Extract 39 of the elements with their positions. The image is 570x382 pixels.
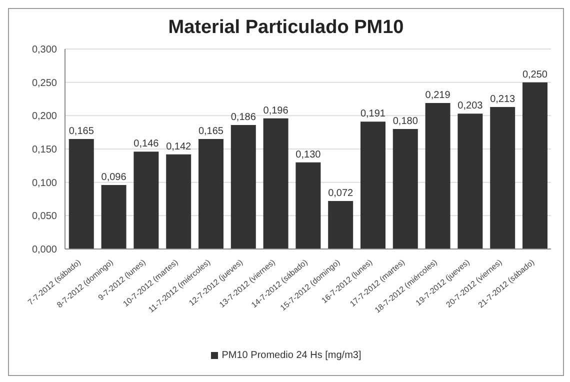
bar: [263, 118, 288, 249]
bar: [425, 103, 450, 249]
data-label: 0,250: [522, 69, 548, 80]
chart-title: Material Particulado PM10: [167, 17, 405, 39]
bar: [490, 107, 516, 249]
y-tick-label: 0,300: [32, 44, 58, 56]
data-label: 0,165: [68, 126, 94, 137]
data-label: 0,165: [198, 126, 224, 137]
data-label: 0,203: [458, 100, 484, 112]
bar: [458, 114, 483, 249]
bar: [101, 185, 126, 249]
data-label: 0,072: [328, 188, 354, 199]
legend-label: PM10 Promedio 24 Hs [mg/m3]: [220, 350, 362, 361]
y-tick-label: 0,000: [32, 244, 58, 256]
data-label: 0,142: [166, 141, 192, 152]
y-tick-label: 0,250: [32, 78, 58, 89]
data-label: 0,130: [296, 149, 322, 160]
data-label: 0,180: [392, 116, 418, 127]
bar: [134, 152, 159, 249]
bar: [522, 82, 548, 249]
bar: [328, 201, 354, 249]
y-tick-label: 0,200: [32, 111, 58, 122]
bar: [230, 125, 256, 249]
data-label: 0,146: [134, 138, 160, 150]
bar: [392, 129, 418, 249]
bar: [166, 154, 192, 249]
bar: [198, 139, 224, 249]
data-label: 0,191: [360, 108, 386, 120]
y-tick-label: 0,150: [32, 144, 58, 156]
y-tick-label: 0,100: [32, 178, 58, 189]
data-label: 0,219: [425, 90, 451, 101]
data-label: 0,186: [230, 112, 256, 123]
data-label: 0,213: [490, 94, 516, 105]
bar: [68, 139, 94, 249]
bar: [296, 162, 321, 249]
y-tick-label: 0,050: [32, 211, 58, 222]
bar: [360, 122, 386, 249]
data-label: 0,096: [101, 172, 127, 183]
data-label: 0,196: [263, 105, 289, 116]
